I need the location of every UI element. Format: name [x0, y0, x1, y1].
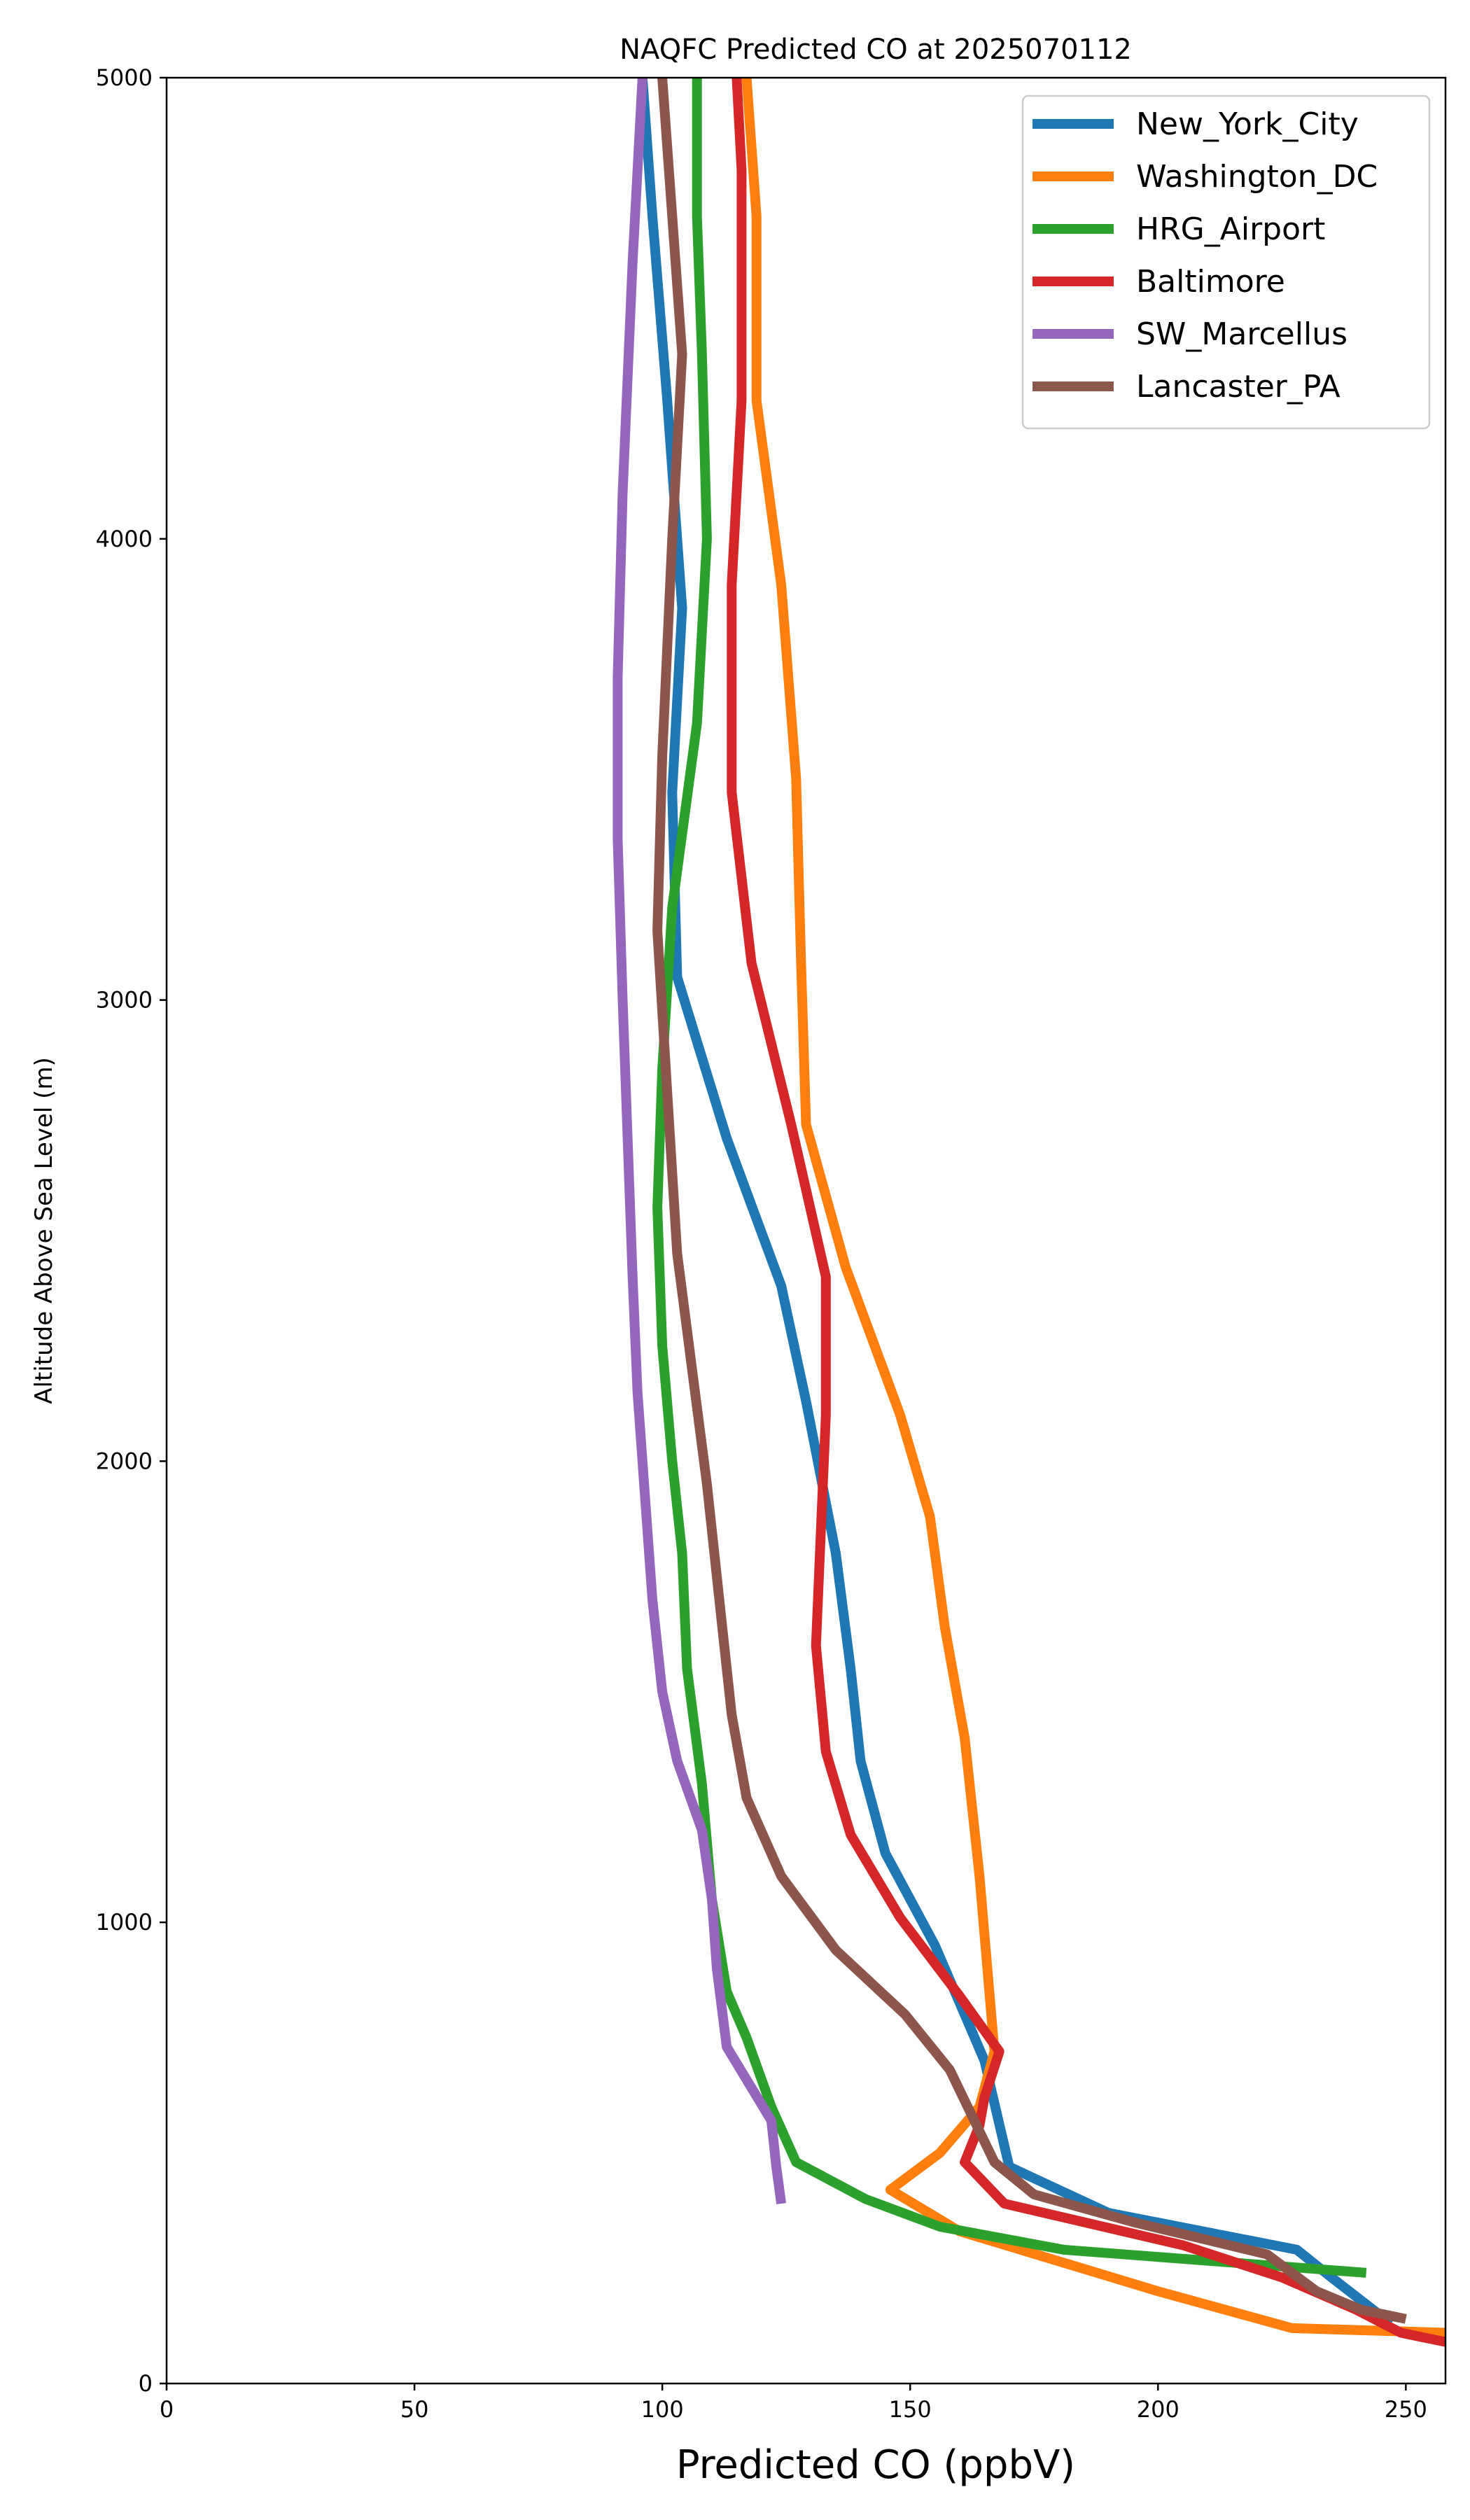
series-line-hrg-airport: [652, 78, 1367, 2278]
series-line-baltimore: [727, 78, 1446, 2347]
x-tick-label: 150: [889, 2396, 932, 2423]
legend-label: Lancaster_PA: [1136, 369, 1340, 405]
chart-title: NAQFC Predicted CO at 2025070112: [620, 34, 1132, 66]
series-line-lancaster-pa: [652, 78, 1407, 2324]
y-tick-label: 1000: [96, 1909, 153, 1935]
y-tick-label: 3000: [96, 987, 153, 1014]
x-tick-label: 50: [400, 2396, 429, 2423]
series-layer: [612, 78, 1446, 2347]
axes-layer: 0 50 100 150 200 250 0 1000 2000 3000 4000 5000: [96, 64, 1447, 2423]
legend-box: [1021, 94, 1431, 430]
x-tick-label: 200: [1137, 2396, 1180, 2423]
y-tick-label: 5000: [96, 64, 153, 91]
y-tick-label: 4000: [96, 526, 153, 552]
plot-frame: [165, 76, 1447, 2385]
series-line-sw-marcellus: [612, 78, 787, 2205]
y-tick-label: 0: [139, 2370, 153, 2397]
legend: New_York_City Washington_DC HRG_Airport Bal…: [1021, 94, 1431, 430]
legend-label: Washington_DC: [1136, 159, 1378, 195]
x-axis-label: Predicted CO (ppbV): [676, 2442, 1075, 2488]
x-tick-label: 100: [641, 2396, 684, 2423]
legend-label: SW_Marcellus: [1136, 316, 1348, 352]
legend-label: Baltimore: [1136, 264, 1285, 300]
y-axis-label: Altitude Above Sea Level (m): [30, 1057, 58, 1404]
series-line-new-york-city: [637, 78, 1394, 2328]
legend-label: New_York_City: [1136, 106, 1359, 142]
x-tick-label: 250: [1385, 2396, 1427, 2423]
y-tick-label: 2000: [96, 1448, 153, 1474]
legend-label: HRG_Airport: [1136, 211, 1325, 247]
x-tick-label: 0: [160, 2396, 174, 2423]
series-line-washington-dc: [741, 78, 1446, 2338]
